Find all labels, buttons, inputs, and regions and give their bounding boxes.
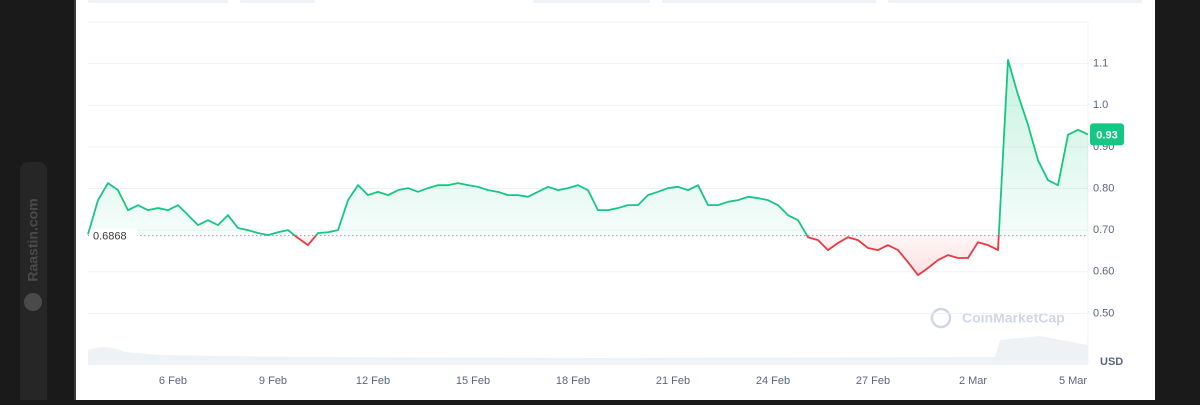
x-tick-label: 5 Mar — [1059, 375, 1087, 387]
chart-watermark: CoinMarketCap — [962, 310, 1065, 326]
x-tick-label: 15 Feb — [456, 375, 490, 387]
y-tick-label: 0.80 — [1093, 182, 1114, 194]
top-button[interactable] — [662, 0, 876, 3]
page-watermark: Raastin.com — [25, 198, 41, 281]
panel — [75, 0, 1155, 400]
x-tick-label: 9 Feb — [259, 375, 287, 387]
watermark-logo — [930, 307, 952, 329]
x-tick-label: 24 Feb — [756, 375, 790, 387]
x-tick-label: 21 Feb — [656, 375, 690, 387]
x-tick-label: 27 Feb — [856, 375, 890, 387]
last-value-tag — [1090, 123, 1124, 146]
y-tick-label: 0.70 — [1093, 224, 1114, 236]
x-tick-label: 6 Feb — [159, 375, 187, 387]
x-tick-label: 18 Feb — [556, 375, 590, 387]
top-button[interactable] — [533, 0, 650, 3]
top-button[interactable] — [240, 0, 315, 3]
x-tick-label: 12 Feb — [356, 375, 390, 387]
baseline-label: 0.6868 — [93, 231, 127, 243]
last-value-label: 0.93 — [1096, 129, 1117, 141]
watermark-bar — [20, 162, 47, 405]
x-tick-label: 2 Mar — [959, 375, 987, 387]
top-button[interactable] — [888, 0, 1142, 3]
volume-area — [88, 336, 1088, 365]
right-strip — [1155, 0, 1200, 400]
y-tick-label: 1.0 — [1093, 99, 1108, 111]
price-line — [87, 58, 1089, 276]
top-button[interactable] — [88, 0, 228, 3]
price-area — [88, 59, 1088, 276]
baseline-label-bg — [89, 228, 137, 243]
watermark-icon — [24, 293, 42, 311]
y-tick-label: 0.60 — [1093, 266, 1114, 278]
y-unit: USD — [1100, 356, 1123, 368]
y-tick-label: 1.1 — [1093, 58, 1108, 70]
y-tick-label: 0.50 — [1093, 307, 1114, 319]
